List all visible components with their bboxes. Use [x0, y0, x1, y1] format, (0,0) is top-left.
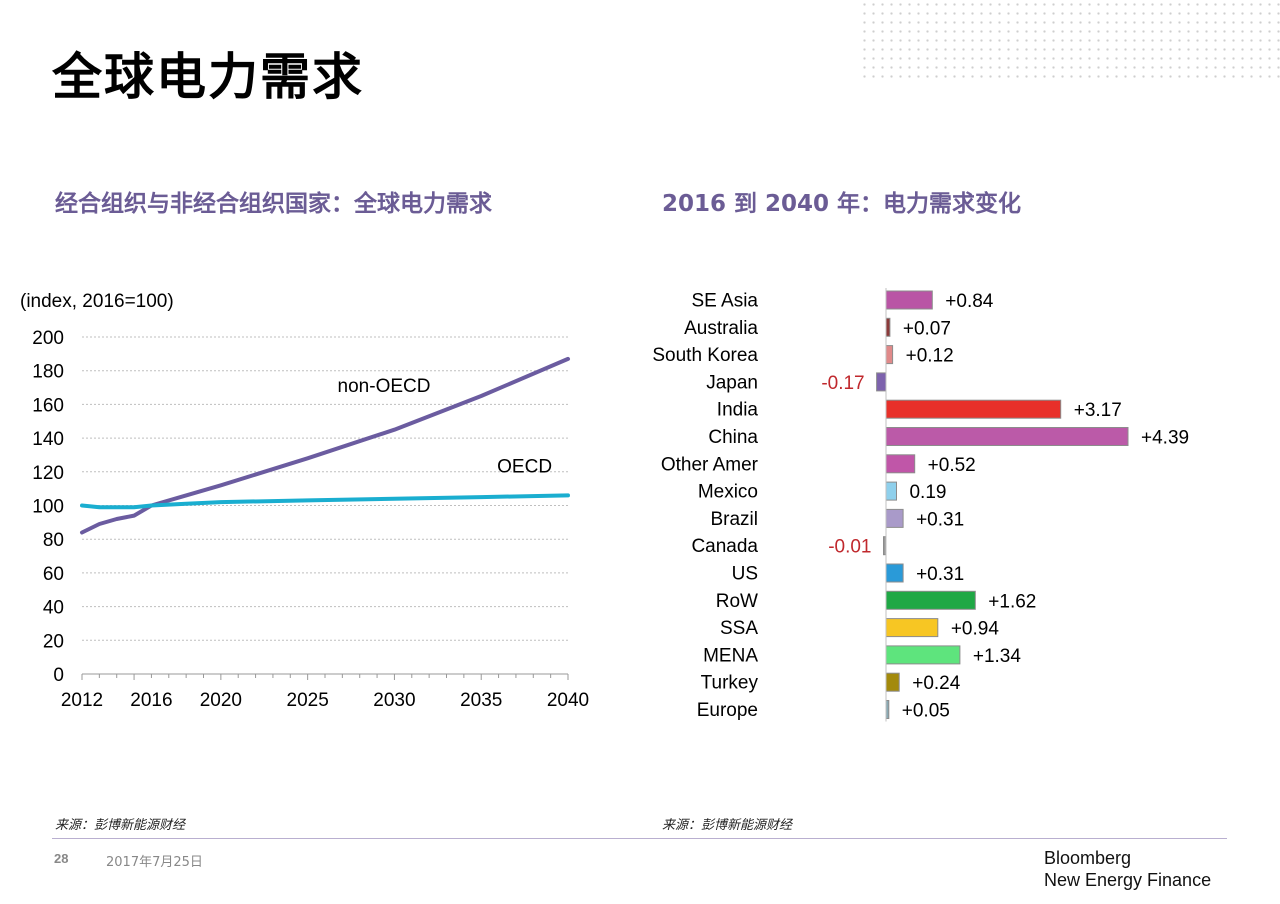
bar-china	[885, 427, 1129, 446]
bar-other-amer	[885, 454, 916, 474]
bar-value-label-other-amer: +0.52	[928, 455, 976, 476]
series-label-non-oecd: non-OECD	[338, 376, 431, 397]
x-tick-label: 2025	[287, 690, 329, 711]
brand-logo: Bloomberg New Energy Finance	[1044, 847, 1211, 891]
bar-australia	[885, 317, 891, 337]
bar-category-mexico: Mexico	[698, 482, 758, 503]
bar-value-label-ssa: +0.94	[951, 619, 1000, 640]
series-line-oecd	[80, 493, 570, 510]
bar-category-other-amer: Other Amer	[661, 454, 759, 475]
bar-value-label-turkey: +0.24	[912, 673, 961, 694]
bar-category-india: India	[717, 400, 759, 421]
y-tick-label: 0	[53, 665, 64, 686]
footer-divider	[52, 838, 1227, 839]
bar-value-label-australia: +0.07	[903, 318, 951, 339]
bar-value-label-brazil: +0.31	[916, 509, 964, 530]
y-tick-label: 80	[43, 530, 64, 551]
footer-date: 2017年7月25日	[106, 855, 203, 870]
bar-turkey	[885, 672, 900, 692]
bar-category-turkey: Turkey	[701, 673, 759, 694]
y-tick-label: 40	[43, 598, 64, 619]
bar-mexico	[885, 481, 897, 501]
y-tick-label: 200	[32, 328, 64, 349]
bar-category-brazil: Brazil	[710, 509, 758, 530]
y-unit-label: (index, 2016=100)	[20, 291, 174, 312]
bar-value-label-row: +1.62	[988, 591, 1036, 612]
bar-value-label-canada: -0.01	[828, 537, 871, 558]
bar-category-japan: Japan	[706, 372, 758, 393]
bar-value-label-mena: +1.34	[973, 646, 1022, 667]
bar-ssa	[885, 618, 939, 638]
bar-value-label-south-korea: +0.12	[906, 346, 954, 367]
bar-row	[885, 590, 976, 610]
bar-value-label-india: +3.17	[1074, 400, 1122, 421]
x-tick-label: 2035	[460, 690, 502, 711]
bar-india	[885, 399, 1062, 419]
bar-us	[885, 563, 904, 583]
y-tick-label: 120	[32, 463, 64, 484]
x-tick-label: 2012	[61, 690, 103, 711]
x-tick-label: 2040	[547, 690, 589, 711]
bar-category-australia: Australia	[684, 318, 758, 339]
x-tick-label: 2030	[373, 690, 415, 711]
y-tick-label: 160	[32, 395, 64, 416]
bar-category-ssa: SSA	[720, 618, 758, 639]
page-number: 28	[54, 851, 69, 866]
y-tick-label: 180	[32, 362, 64, 383]
bar-category-se-asia: SE Asia	[691, 291, 758, 312]
bar-japan	[876, 372, 887, 392]
y-tick-label: 60	[43, 564, 64, 585]
y-tick-label: 140	[32, 429, 64, 450]
bar-value-label-japan: -0.17	[821, 373, 864, 394]
bar-chart: SE Asia +0.84 Australia +0.07 South Korea +0.…	[652, 288, 1189, 722]
left-chart-subtitle: 经合组织与非经合组织国家：全球电力需求	[55, 191, 492, 217]
right-source-note: 来源：彭博新能源财经	[662, 818, 793, 833]
bar-value-label-se-asia: +0.84	[945, 291, 994, 312]
page-title: 全球电力需求	[52, 48, 364, 106]
bar-category-us: US	[732, 564, 758, 585]
bar-mena	[885, 645, 961, 665]
bar-category-south-korea: South Korea	[652, 345, 758, 366]
bar-brazil	[885, 508, 904, 528]
decorative-dot-pattern	[860, 0, 1280, 80]
bar-south-korea	[885, 345, 894, 365]
left-source-note: 来源：彭博新能源财经	[55, 818, 186, 833]
line-chart: (index, 2016=100)02040608010012014016018…	[20, 291, 589, 711]
bar-value-label-mexico: 0.19	[909, 482, 946, 503]
bar-category-row: RoW	[716, 591, 758, 612]
x-tick-label: 2016	[130, 690, 172, 711]
brand-line-2: New Energy Finance	[1044, 870, 1212, 890]
brand-line-1: Bloomberg	[1044, 848, 1132, 868]
bar-value-label-china: +4.39	[1141, 428, 1189, 449]
right-chart-subtitle: 2016 到 2040 年：电力需求变化	[662, 191, 1022, 217]
bar-se-asia	[885, 290, 933, 310]
series-line-non-oecd	[80, 356, 570, 535]
x-tick-label: 2020	[200, 690, 242, 711]
y-tick-label: 100	[32, 497, 64, 518]
y-tick-label: 20	[43, 631, 64, 652]
bar-value-label-europe: +0.05	[902, 701, 950, 722]
bar-category-mena: MENA	[703, 645, 758, 666]
bar-category-europe: Europe	[697, 700, 758, 721]
bar-value-label-us: +0.31	[916, 564, 964, 585]
series-label-oecd: OECD	[497, 456, 552, 477]
bar-category-china: China	[708, 427, 758, 448]
bar-category-canada: Canada	[691, 536, 758, 557]
